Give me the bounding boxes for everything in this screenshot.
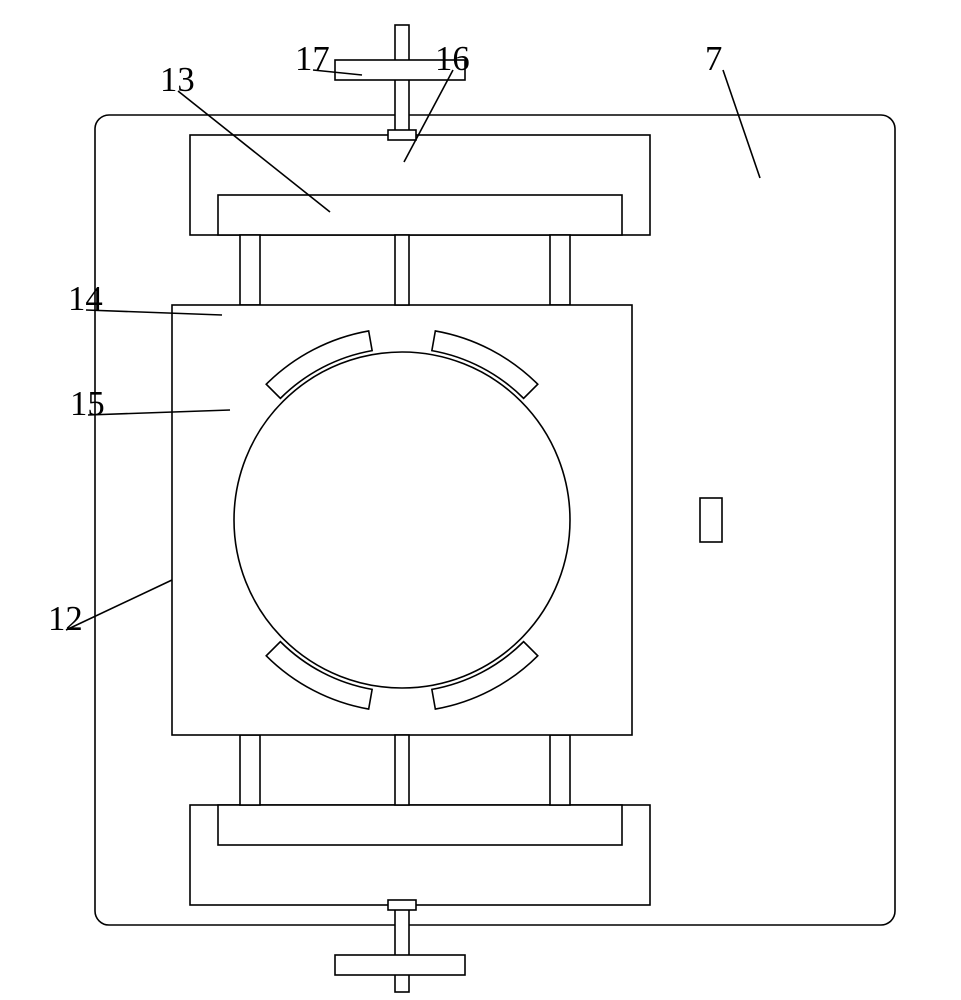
leader-7 [723,70,760,178]
peg [550,735,570,805]
label-14: 14 [68,280,103,319]
diagram-stage: 7 16 17 13 14 15 12 [0,0,961,1000]
bot-cap [218,805,622,845]
label-13: 13 [160,61,195,100]
label-15: 15 [70,385,105,424]
label-17: 17 [295,40,330,79]
top-cap [218,195,622,235]
inner-circle [234,352,570,688]
diagram-svg [0,0,961,1000]
peg [240,235,260,305]
peg [550,235,570,305]
label-16: 16 [435,40,470,79]
handle [700,498,722,542]
crossbar-bot [335,955,465,975]
label-7: 7 [705,40,722,79]
shaft-bot [395,905,409,992]
peg [240,735,260,805]
label-12: 12 [48,600,83,639]
